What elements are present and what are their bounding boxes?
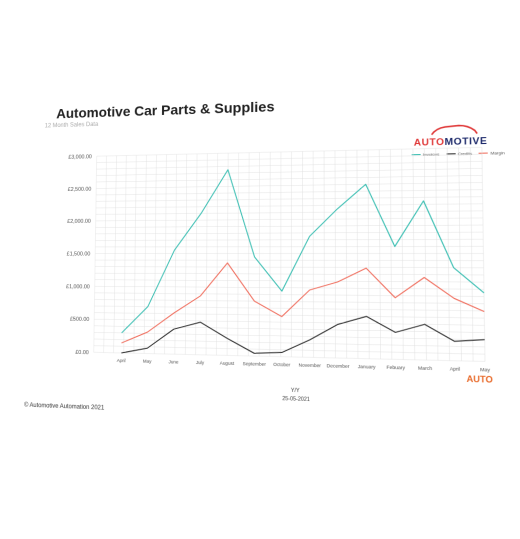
grid-line-vertical: [134, 155, 136, 353]
y-tick-label: £2,000.00: [67, 219, 91, 225]
x-tick-label: September: [243, 361, 267, 367]
grid-line-vertical: [346, 150, 347, 358]
grid-line-vertical: [196, 154, 198, 355]
invoices-line: [122, 165, 485, 340]
y-tick-label: £1,500.00: [67, 251, 91, 257]
y-tick-label: £500.00: [70, 317, 89, 324]
grid-line-vertical: [124, 155, 127, 353]
grid-line-vertical: [402, 149, 404, 359]
y-tick-label: £0.00: [75, 350, 89, 357]
x-tick-label: May: [143, 358, 152, 364]
x-tick-label: March: [418, 365, 433, 371]
margin-line: [121, 263, 484, 351]
x-axis-title: Y/Y: [291, 388, 300, 395]
grid-line-vertical: [470, 148, 473, 362]
grid-line-vertical: [175, 154, 177, 354]
grid-line-vertical: [459, 148, 462, 361]
grid-line-vertical: [217, 153, 218, 355]
x-tick-label: April: [117, 358, 126, 363]
x-tick-label: October: [273, 362, 291, 368]
grid-line-vertical: [368, 150, 369, 359]
x-tick-label: November: [299, 362, 322, 368]
x-tick-label: August: [220, 360, 235, 366]
report-date: 25-05-2021: [282, 396, 310, 403]
x-tick-label: June: [168, 359, 179, 365]
grid-line-vertical: [206, 154, 207, 355]
x-tick-label: Febuary: [386, 364, 406, 370]
grid-line-vertical: [357, 150, 358, 358]
grid-line-vertical: [413, 149, 415, 360]
x-tick-label: December: [327, 363, 350, 369]
x-tick-label: January: [358, 364, 377, 370]
grid-line-vertical: [154, 155, 156, 354]
grid-line-vertical: [379, 150, 380, 359]
grid-line-vertical: [227, 153, 228, 355]
y-tick-label: £1,000.00: [66, 284, 90, 290]
grid-line-vertical: [185, 154, 187, 354]
grid-line-vertical: [248, 153, 249, 356]
grid-line-vertical: [390, 149, 392, 359]
grid-line-vertical: [259, 152, 260, 356]
grid-line-vertical: [114, 156, 117, 353]
x-tick-label: July: [196, 360, 205, 366]
grid-line-vertical: [94, 156, 97, 352]
grid-line-vertical: [104, 156, 107, 353]
x-tick-label: May: [480, 367, 491, 373]
footer-brand-logo: AUTO: [466, 374, 493, 385]
grid-line-vertical: [424, 149, 426, 360]
y-tick-label: £2,500.00: [68, 186, 92, 192]
grid-line-vertical: [335, 151, 336, 358]
grid-line-vertical: [436, 148, 438, 360]
grid-line-vertical: [144, 155, 146, 353]
grid-line-vertical: [238, 153, 239, 356]
x-tick-label: April: [450, 366, 461, 372]
grid-line-vertical: [165, 155, 167, 354]
y-tick-label: £3,000.00: [68, 154, 92, 161]
grid-line-vertical: [482, 147, 485, 361]
